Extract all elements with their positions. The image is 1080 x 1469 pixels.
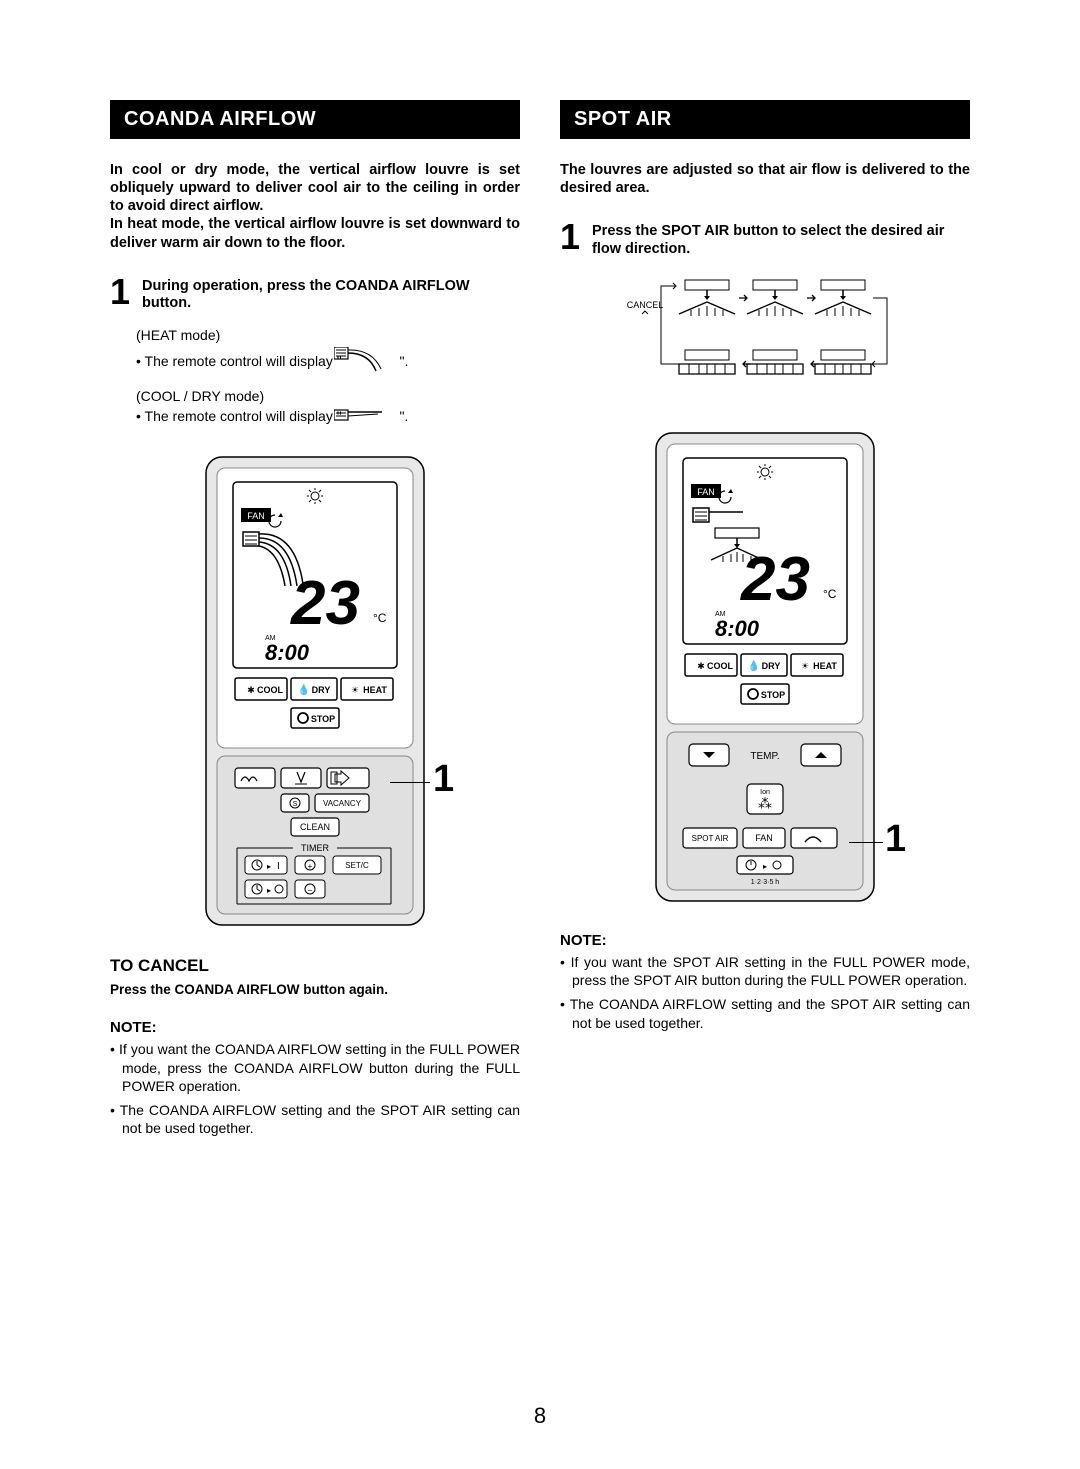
svg-text:CANCEL: CANCEL xyxy=(627,300,664,310)
svg-text:−: − xyxy=(308,886,313,895)
svg-text:COOL: COOL xyxy=(707,661,734,671)
svg-text:SET/C: SET/C xyxy=(345,861,369,870)
cool-button: ✱ COOL xyxy=(235,678,287,700)
spotair-remote: FAN 23 °C xyxy=(560,432,970,902)
spotair-step-text: Press the SPOT AIR button to select the … xyxy=(592,221,970,258)
spotair-section: SPOT AIR The louvres are adjusted so tha… xyxy=(560,100,970,1143)
svg-text:✱: ✱ xyxy=(247,685,255,695)
heat-louvre-icon xyxy=(346,347,396,377)
svg-text:STOP: STOP xyxy=(311,714,335,724)
svg-text:DRY: DRY xyxy=(312,685,331,695)
svg-text:1·2·3·5 h: 1·2·3·5 h xyxy=(751,879,780,886)
svg-text:SPOT AIR: SPOT AIR xyxy=(692,834,729,843)
coanda-notes: • If you want the COANDA AIRFLOW setting… xyxy=(110,1040,520,1137)
callout-1: 1 xyxy=(433,758,454,801)
svg-text:FAN: FAN xyxy=(755,833,773,843)
svg-text:TIMER: TIMER xyxy=(301,843,329,853)
to-cancel-heading: TO CANCEL xyxy=(110,956,520,976)
svg-text:💧: 💧 xyxy=(298,683,310,696)
spotair-step-1: 1 Press the SPOT AIR button to select th… xyxy=(560,221,970,258)
cool-louvre-icon xyxy=(346,408,396,426)
svg-text:▸: ▸ xyxy=(763,862,767,871)
svg-text:8:00: 8:00 xyxy=(265,640,310,665)
coanda-header: COANDA AIRFLOW xyxy=(110,100,520,139)
step-number: 1 xyxy=(110,276,136,313)
svg-text:°C: °C xyxy=(823,587,837,601)
step-number: 1 xyxy=(560,221,586,258)
svg-text:✱: ✱ xyxy=(697,661,705,671)
svg-text:STOP: STOP xyxy=(761,690,785,700)
svg-text:23: 23 xyxy=(290,569,360,638)
callout-1: 1 xyxy=(885,818,906,861)
spotair-notes: • If you want the SPOT AIR setting in th… xyxy=(560,953,970,1032)
heat-button: ☀ HEAT xyxy=(341,678,393,700)
svg-text:FAN: FAN xyxy=(697,487,715,497)
svg-text:HEAT: HEAT xyxy=(363,685,387,695)
svg-text:☀: ☀ xyxy=(351,685,359,695)
coanda-note-title: NOTE: xyxy=(110,1019,520,1036)
page-number: 8 xyxy=(534,1403,546,1429)
svg-text:▸: ▸ xyxy=(267,862,271,871)
svg-text:DRY: DRY xyxy=(762,661,781,671)
svg-text:💧: 💧 xyxy=(748,659,760,672)
svg-text:TEMP.: TEMP. xyxy=(750,751,779,762)
coanda-section: COANDA AIRFLOW In cool or dry mode, the … xyxy=(110,100,520,1143)
coanda-intro: In cool or dry mode, the vertical airflo… xyxy=(110,161,520,252)
svg-text:I: I xyxy=(277,861,280,872)
coanda-remote: FAN 23 °C AM 8:00 xyxy=(110,456,520,926)
svg-text:HEAT: HEAT xyxy=(813,661,837,671)
svg-text:CLEAN: CLEAN xyxy=(300,822,330,832)
svg-text:8:00: 8:00 xyxy=(715,616,760,641)
cancel-instruction: Press the COANDA AIRFLOW button again. xyxy=(110,982,520,997)
svg-text:23: 23 xyxy=(740,545,810,614)
svg-text:COOL: COOL xyxy=(257,685,284,695)
spotair-note-title: NOTE: xyxy=(560,932,970,949)
remote-control-coanda: FAN 23 °C AM 8:00 xyxy=(205,456,425,926)
dry-button: 💧 DRY xyxy=(291,678,337,700)
svg-text:⁂: ⁂ xyxy=(758,795,772,811)
stop-button: STOP xyxy=(291,708,339,728)
svg-text:FAN: FAN xyxy=(247,511,265,521)
svg-text:+: + xyxy=(308,862,313,871)
coanda-step-text: During operation, press the COANDA AIRFL… xyxy=(142,276,520,313)
svg-text:☀: ☀ xyxy=(801,661,809,671)
svg-text:°C: °C xyxy=(373,611,387,625)
spotair-intro: The louvres are adjusted so that air flo… xyxy=(560,161,970,197)
spotair-direction-diagram: CANCEL xyxy=(560,272,970,402)
heat-mode-block: (HEAT mode) • The remote control will di… xyxy=(136,326,520,376)
svg-text:VACANCY: VACANCY xyxy=(323,799,362,808)
spotair-header: SPOT AIR xyxy=(560,100,970,139)
cool-mode-block: (COOL / DRY mode) • The remote control w… xyxy=(136,387,520,427)
remote-control-spotair: FAN 23 °C xyxy=(655,432,875,902)
svg-text:▸: ▸ xyxy=(267,886,271,895)
coanda-step-1: 1 During operation, press the COANDA AIR… xyxy=(110,276,520,313)
svg-text:S: S xyxy=(293,801,298,808)
